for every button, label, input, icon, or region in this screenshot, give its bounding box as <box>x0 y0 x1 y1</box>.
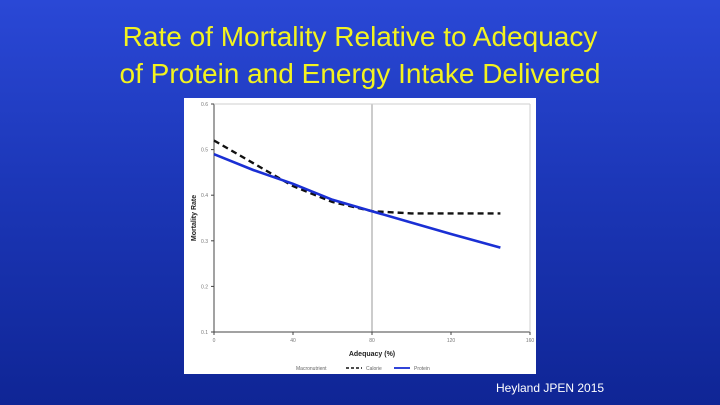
x-tick-label: 160 <box>526 338 535 344</box>
series-layer <box>213 139 501 249</box>
series-line-protein <box>213 152 501 249</box>
slide-title-line-1: Rate of Mortality Relative to Adequacy <box>122 21 598 52</box>
y-tick-label: 0.2 <box>201 284 208 290</box>
x-tick-label: 80 <box>369 338 375 344</box>
citation: Heyland JPEN 2015 <box>496 381 605 395</box>
y-tick-label: 0.6 <box>201 102 208 108</box>
x-tick-label: 40 <box>290 338 296 344</box>
x-tick-label: 0 <box>213 338 216 344</box>
legend-title: Macronutrient <box>296 366 327 372</box>
y-axis-ticks: 0.1 0.2 0.3 0.4 0.5 0.6 <box>201 102 214 336</box>
x-axis-label: Adequacy (%) <box>349 351 395 358</box>
x-tick-label: 120 <box>447 338 456 344</box>
legend-calorie-label: Calorie <box>366 366 382 372</box>
y-tick-label: 0.1 <box>201 330 208 336</box>
slide-title: Rate of Mortality Relative to Adequacy o… <box>0 18 720 92</box>
legend-protein-label: Protein <box>414 366 430 372</box>
y-tick-label: 0.4 <box>201 193 208 199</box>
x-axis-ticks: 0 40 80 120 160 <box>213 332 535 344</box>
chart-panel: 0.1 0.2 0.3 0.4 0.5 0.6 0 40 80 120 160 Mortality… <box>184 98 536 374</box>
y-tick-label: 0.3 <box>201 239 208 245</box>
y-axis-label: Mortality Rate <box>191 195 198 241</box>
y-tick-label: 0.5 <box>201 148 208 154</box>
slide-title-line-2: of Protein and Energy Intake Delivered <box>119 58 601 89</box>
chart-legend: Macronutrient Calorie Protein <box>296 366 430 372</box>
series-line-calorie <box>213 139 501 215</box>
mortality-chart: 0.1 0.2 0.3 0.4 0.5 0.6 0 40 80 120 160 Mortality… <box>191 102 535 372</box>
